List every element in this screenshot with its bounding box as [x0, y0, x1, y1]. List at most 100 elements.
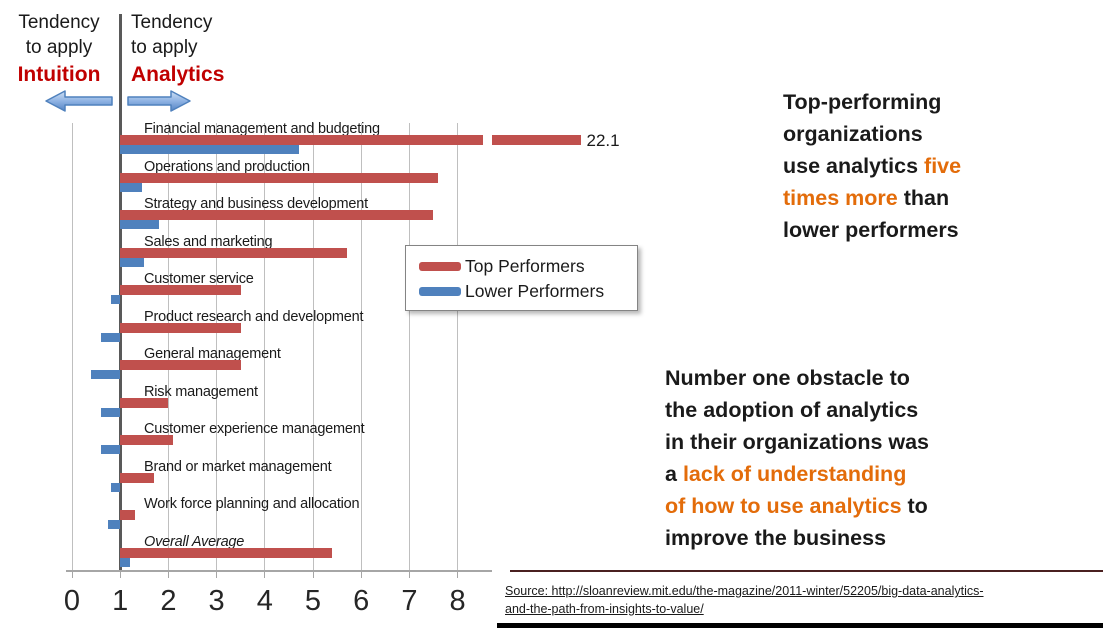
category-label: Risk management [144, 383, 258, 400]
bar-lower-performers [120, 557, 130, 567]
x-axis-tickmark-8 [457, 570, 459, 578]
bar-top-performers [120, 360, 241, 370]
legend-item-lower-performers: Lower Performers [419, 279, 637, 304]
annotation-line: Top-performing [783, 86, 961, 118]
x-axis-tick-label-7: 7 [401, 585, 418, 617]
annotation-line: the adoption of analytics [665, 394, 929, 426]
gridline-2 [167, 123, 169, 570]
x-axis-tick-label-8: 8 [449, 585, 466, 617]
bar-top-performers [120, 247, 347, 258]
bar-top-performers-segment-2 [492, 135, 581, 145]
right-arrow-icon [126, 88, 192, 119]
source-link-line2: and-the-path-from-insights-to-value/ [505, 602, 704, 616]
annotation-line: improve the business [665, 522, 929, 554]
annotation-line: Number one obstacle to [665, 362, 929, 394]
header-intuition-word: Intuition [17, 63, 101, 86]
gridline-6 [360, 123, 362, 570]
legend-swatch-icon [419, 262, 461, 271]
annotation-segment: than [897, 186, 950, 210]
annotation-segment: lower performers [783, 218, 959, 242]
annotation-segment: times more [783, 186, 898, 210]
category-label: Strategy and business development [144, 196, 368, 212]
bar-top-performers [120, 435, 174, 445]
accent-divider-line [510, 570, 1103, 572]
bar-lower-performers [100, 445, 121, 454]
bar-top-performers [120, 397, 169, 408]
header-intuition-line1: Tendency [18, 12, 100, 33]
bar-top-performers [120, 285, 241, 295]
bar-top-performers [120, 547, 333, 558]
x-axis-tickmark-7 [408, 570, 410, 578]
gridline-8 [457, 123, 459, 570]
category-label: Overall Average [144, 533, 245, 550]
bar-lower-performers [110, 295, 121, 304]
bar-top-performers-segment-1 [120, 135, 484, 145]
x-axis-tickmark-0 [71, 570, 73, 578]
bar-lower-performers [110, 482, 121, 492]
annotation-segment: organizations [783, 122, 923, 146]
bar-top-performers [120, 510, 135, 520]
gridline-3 [216, 123, 218, 570]
annotation-line: times more than [783, 182, 961, 214]
annotation-segment: to [901, 494, 928, 518]
annotation-segment: five [924, 154, 962, 178]
category-label: Product research and development [144, 308, 364, 325]
x-axis-tick-label-2: 2 [160, 585, 177, 617]
x-axis-tick-label-5: 5 [304, 585, 322, 617]
header-analytics-word: Analytics [131, 63, 225, 86]
annotation-number-one-obstacle: Number one obstacle to the adoption of an… [665, 362, 929, 554]
bar-lower-performers [100, 407, 121, 417]
annotation-line: a lack of understanding [665, 458, 929, 490]
gridline-4 [264, 123, 266, 570]
annotation-segment: use analytics [783, 154, 925, 178]
annotation-segment: in their organizations was [665, 430, 930, 454]
category-label: Work force planning and allocation [144, 496, 360, 512]
left-arrow-icon [44, 88, 114, 119]
header-analytics: Tendency to apply Analytics [131, 10, 261, 87]
annotation-line: use analytics five [783, 150, 961, 182]
legend-item-label: Lower Performers [465, 281, 605, 301]
annotation-segment: of how to use analytics [665, 494, 902, 518]
x-axis-tickmark-6 [360, 570, 362, 578]
annotation-segment: Top-performing [783, 90, 942, 114]
bar-top-performers [120, 322, 241, 333]
category-label: Customer experience management [144, 421, 365, 437]
annotation-line: in their organizations was [665, 426, 929, 458]
header-analytics-line1: Tendency [131, 12, 213, 33]
annotation-line: lower performers [783, 214, 961, 246]
category-label: Brand or market management [144, 458, 332, 475]
bar-lower-performers [108, 520, 121, 529]
x-axis-tickmark-3 [216, 570, 218, 578]
bar-lower-performers [120, 257, 145, 267]
legend-item-top-performers: Top Performers [419, 254, 637, 279]
category-label: Customer service [144, 271, 254, 287]
annotation-five-times-more: Top-performing organizations use analytics… [783, 86, 961, 246]
x-axis-tickmark-4 [264, 570, 266, 578]
bar-lower-performers [120, 220, 159, 229]
annotation-segment: a [665, 462, 683, 486]
legend-swatch-icon [419, 287, 461, 296]
x-axis-tickmark-2 [167, 570, 169, 578]
category-label: Operations and production [144, 158, 310, 175]
bar-lower-performers [120, 182, 142, 192]
x-axis-tick-label-0: 0 [63, 585, 81, 617]
header-intuition: Tendency to apply Intuition [2, 10, 116, 87]
source-link[interactable]: Source: http://sloanreview.mit.edu/the-m… [505, 582, 1085, 618]
annotation-segment: the adoption of analytics [665, 398, 919, 422]
x-axis-tickmark-1 [119, 570, 121, 578]
x-axis-tick-label-1: 1 [112, 585, 129, 617]
x-axis-tickmark-5 [312, 570, 314, 578]
header-intuition-line2: to apply [25, 37, 93, 58]
x-axis-tick-label-6: 6 [353, 585, 370, 617]
category-label: Financial management and budgeting [144, 121, 380, 137]
bar-top-performers [120, 210, 434, 220]
bar-top-performers [120, 172, 439, 183]
category-label: Sales and marketing [144, 233, 273, 250]
source-link-line1: Source: http://sloanreview.mit.edu/the-m… [505, 584, 984, 598]
annotation-segment: lack of understanding [682, 462, 907, 486]
data-label-22.1: 22.1 [586, 131, 620, 150]
category-label: General management [144, 346, 281, 362]
chart-legend: Top Performers Lower Performers [405, 245, 638, 311]
bar-lower-performers [100, 332, 121, 342]
